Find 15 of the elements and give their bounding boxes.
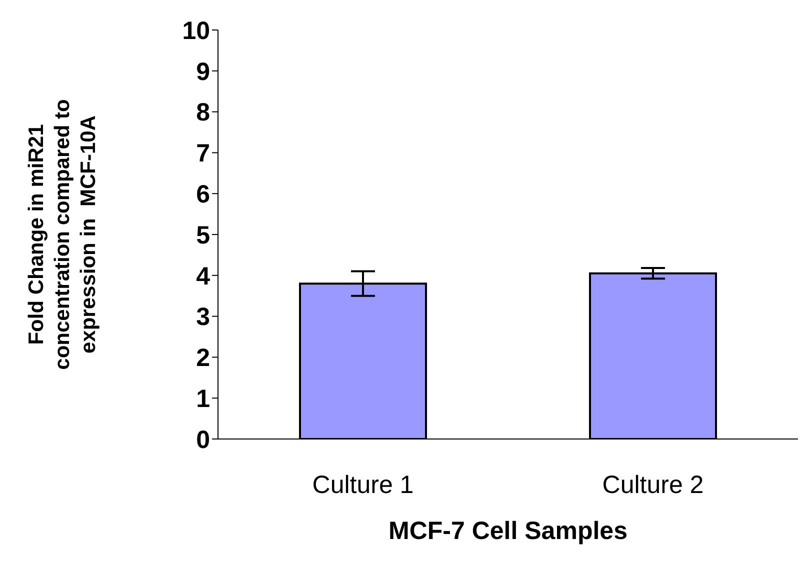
y-axis-title: Fold Change in miR21 concentration compared to expression in MCF-10A (25, 99, 100, 370)
y-tick-label: 6 (196, 180, 210, 208)
x-tick-label: Culture 1 (312, 470, 414, 499)
y-tick-label: 4 (196, 262, 210, 290)
x-tick-label: Culture 2 (602, 470, 704, 499)
y-tick-label: 3 (196, 303, 210, 332)
y-tick-label: 9 (196, 58, 210, 86)
y-tick-label: 10 (182, 16, 210, 45)
y-tick-label: 7 (196, 140, 210, 168)
y-tick-label: 5 (196, 221, 210, 250)
x-axis-title: MCF-7 Cell Samples (388, 517, 628, 545)
y-tick-label: 0 (196, 426, 210, 454)
y-tick-label: 8 (196, 98, 210, 127)
y-tick-label: 2 (196, 344, 210, 372)
y-tick-label: 1 (196, 384, 210, 413)
